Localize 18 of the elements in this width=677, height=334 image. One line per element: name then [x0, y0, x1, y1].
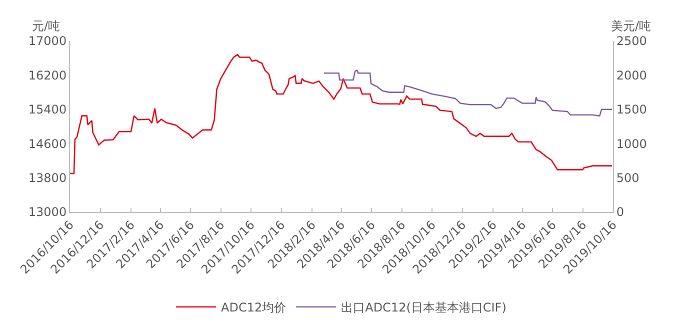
y2-tick-label: 1500 — [616, 102, 647, 117]
y-tick-label: 17000 — [28, 34, 67, 48]
line-series — [323, 70, 613, 117]
legend-label: ADC12均价 — [221, 300, 286, 315]
y-tick-label: 13000 — [28, 205, 67, 220]
y2-tick-label: 500 — [616, 171, 640, 185]
y-tick-label: 15400 — [28, 102, 67, 117]
y-tick-label: 13800 — [28, 171, 67, 185]
y2-tick-label: 0 — [616, 205, 624, 220]
y-tick-label: 14600 — [28, 136, 67, 151]
y2-tick-label: 2500 — [616, 34, 647, 48]
y-tick-label: 16200 — [28, 68, 67, 82]
y-axis-title: 元/吨 — [32, 19, 60, 33]
legend-label: 出口ADC12(日本基本港口CIF) — [341, 300, 506, 315]
y2-axis-title: 美元/吨 — [611, 19, 652, 33]
y2-tick-label: 1000 — [616, 136, 647, 151]
line-series — [70, 54, 613, 174]
y2-tick-label: 2000 — [616, 68, 647, 82]
